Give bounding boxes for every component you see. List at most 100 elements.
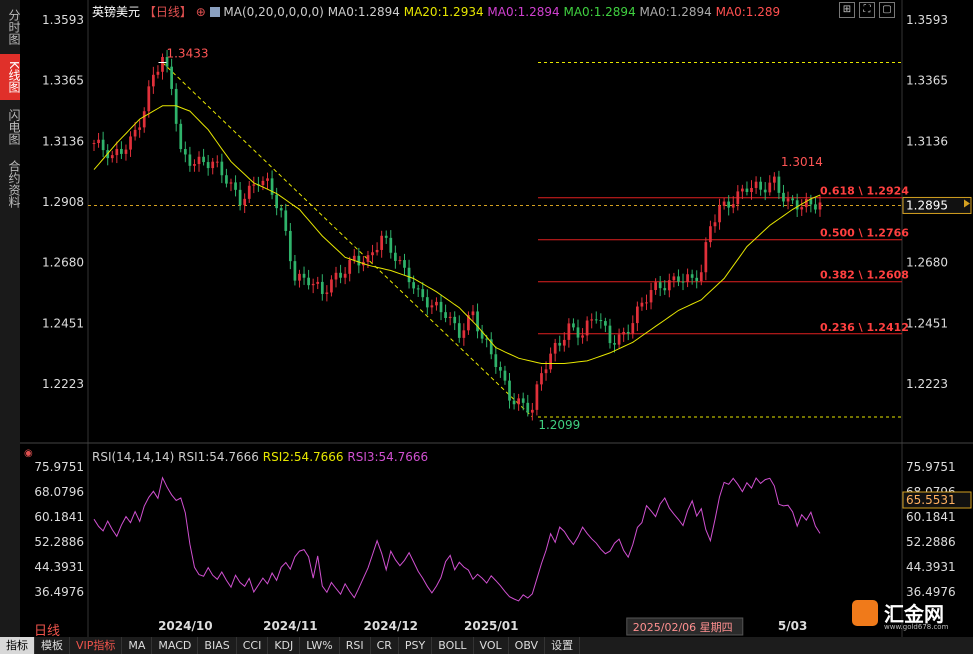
candle-body bbox=[407, 267, 411, 283]
candle-body bbox=[695, 277, 699, 282]
candle-body bbox=[357, 255, 361, 266]
period-label[interactable]: 【日线】 bbox=[143, 5, 192, 19]
candle-body bbox=[763, 189, 767, 193]
restore-icon[interactable]: ▢ bbox=[879, 2, 895, 18]
x-axis-label: 2025/01 bbox=[464, 619, 518, 633]
low-label: 1.2099 bbox=[538, 418, 580, 432]
candle-body bbox=[640, 302, 644, 307]
candle-body bbox=[672, 276, 676, 281]
candle-body bbox=[320, 281, 324, 294]
candle-body bbox=[722, 201, 726, 206]
indicator-tab[interactable]: BIAS bbox=[198, 637, 237, 654]
bottom-period-label[interactable]: 日线 bbox=[34, 624, 61, 639]
maximize-icon[interactable]: ⊞ bbox=[839, 2, 855, 18]
logo-url: www.gold678.com bbox=[884, 623, 949, 631]
ma-legend-item: MA0:1.289 bbox=[711, 5, 781, 19]
candle-body bbox=[138, 127, 142, 130]
rsi-panel-icon[interactable]: ◉ bbox=[24, 448, 33, 459]
candle-body bbox=[467, 315, 470, 331]
indicator-tab[interactable]: CCI bbox=[237, 637, 269, 654]
candle-body bbox=[252, 184, 256, 186]
indicator-tab[interactable]: MACD bbox=[152, 637, 199, 654]
current-price-box bbox=[902, 196, 972, 214]
candle-body bbox=[161, 56, 164, 72]
candle-body bbox=[745, 188, 749, 193]
price-legend: 英镑美元 【日线】 ⊕ MA(0,20,0,0,0,0) MA0:1.2894 … bbox=[92, 3, 780, 20]
rsi2-value: RSI2:54.7666 bbox=[262, 450, 344, 464]
candle-body bbox=[206, 162, 210, 169]
candle-body bbox=[777, 176, 781, 193]
ma-legend-item: MA0:1.2894 bbox=[559, 5, 636, 19]
candle-body bbox=[526, 402, 530, 413]
candle-body bbox=[393, 252, 397, 261]
candle-body bbox=[558, 342, 562, 346]
candle-body bbox=[147, 86, 151, 112]
candle-body bbox=[384, 235, 388, 238]
fib-level-label: 0.236 \ 1.2412 bbox=[820, 321, 909, 334]
candle-body bbox=[782, 192, 785, 202]
candle-body bbox=[211, 161, 215, 169]
candle-body bbox=[635, 306, 639, 324]
indicator-tab[interactable]: LW% bbox=[300, 637, 340, 654]
candle-body bbox=[179, 123, 183, 150]
sidebar-tab-timeshare[interactable]: 分时图 bbox=[7, 9, 21, 45]
indicator-tab[interactable]: BOLL bbox=[432, 637, 474, 654]
candle-body bbox=[718, 205, 721, 223]
rsi-tick-right: 44.3931 bbox=[906, 560, 956, 574]
indicator-tab[interactable]: VOL bbox=[474, 637, 509, 654]
candle-body bbox=[631, 323, 635, 334]
candle-body bbox=[412, 282, 415, 289]
add-indicator-icon[interactable]: ⊕ bbox=[195, 5, 206, 19]
candle-body bbox=[604, 321, 607, 326]
sidebar-tab-flash[interactable]: 闪电图 bbox=[7, 109, 21, 145]
candle-body bbox=[457, 323, 461, 338]
indicator-tab[interactable]: 模板 bbox=[35, 637, 70, 654]
candle-body bbox=[494, 354, 498, 368]
price-tick-right: 1.3365 bbox=[906, 74, 948, 88]
indicator-tab[interactable]: 指标 bbox=[0, 637, 35, 654]
candle-body bbox=[521, 398, 525, 403]
indicator-tab[interactable]: OBV bbox=[509, 637, 546, 654]
indicator-tab[interactable]: VIP指标 bbox=[70, 637, 123, 654]
sidebar-tab-contract-info[interactable]: 合约资料 bbox=[7, 160, 21, 208]
candle-body bbox=[101, 139, 105, 151]
rsi-tick-right: 52.2886 bbox=[906, 535, 956, 549]
candle-body bbox=[288, 230, 292, 262]
candle-body bbox=[430, 305, 434, 308]
price-tick-right: 1.3136 bbox=[906, 134, 948, 148]
candle-body bbox=[791, 198, 794, 201]
symbol-name: 英镑美元 bbox=[92, 5, 141, 19]
indicator-tab[interactable]: PSY bbox=[399, 637, 433, 654]
indicator-tab[interactable]: KDJ bbox=[268, 637, 301, 654]
candle-body bbox=[476, 311, 479, 332]
candle-body bbox=[243, 198, 247, 206]
indicator-tab[interactable]: MA bbox=[122, 637, 153, 654]
candle-body bbox=[503, 370, 507, 381]
candle-body bbox=[814, 204, 817, 210]
candle-body bbox=[663, 288, 667, 291]
candle-body bbox=[608, 325, 612, 344]
candle-body bbox=[453, 316, 457, 324]
rsi-tick-left: 44.3931 bbox=[34, 560, 84, 574]
x-axis-label: 2024/12 bbox=[364, 619, 418, 633]
candle-body bbox=[772, 176, 776, 183]
candle-body bbox=[151, 74, 155, 87]
fullscreen-icon[interactable]: ⛶ bbox=[859, 2, 875, 18]
sidebar-tab-kline[interactable]: K线图 bbox=[0, 54, 21, 100]
candle-body bbox=[530, 409, 534, 413]
candle-body bbox=[754, 181, 758, 188]
candle-body bbox=[425, 297, 429, 308]
price-tick-right: 1.2451 bbox=[906, 316, 948, 330]
candle-body bbox=[731, 204, 735, 208]
indicator-tab[interactable]: RSI bbox=[340, 637, 371, 654]
ma-settings-icon[interactable] bbox=[209, 7, 220, 17]
candle-body bbox=[238, 189, 242, 206]
candle-body bbox=[339, 272, 342, 278]
candle-body bbox=[750, 187, 753, 193]
indicator-tab[interactable]: CR bbox=[371, 637, 399, 654]
candle-body bbox=[330, 279, 333, 293]
candle-body bbox=[352, 255, 356, 261]
indicator-tab[interactable]: 设置 bbox=[545, 637, 581, 654]
rsi-current-value: 65.5531 bbox=[906, 493, 956, 507]
